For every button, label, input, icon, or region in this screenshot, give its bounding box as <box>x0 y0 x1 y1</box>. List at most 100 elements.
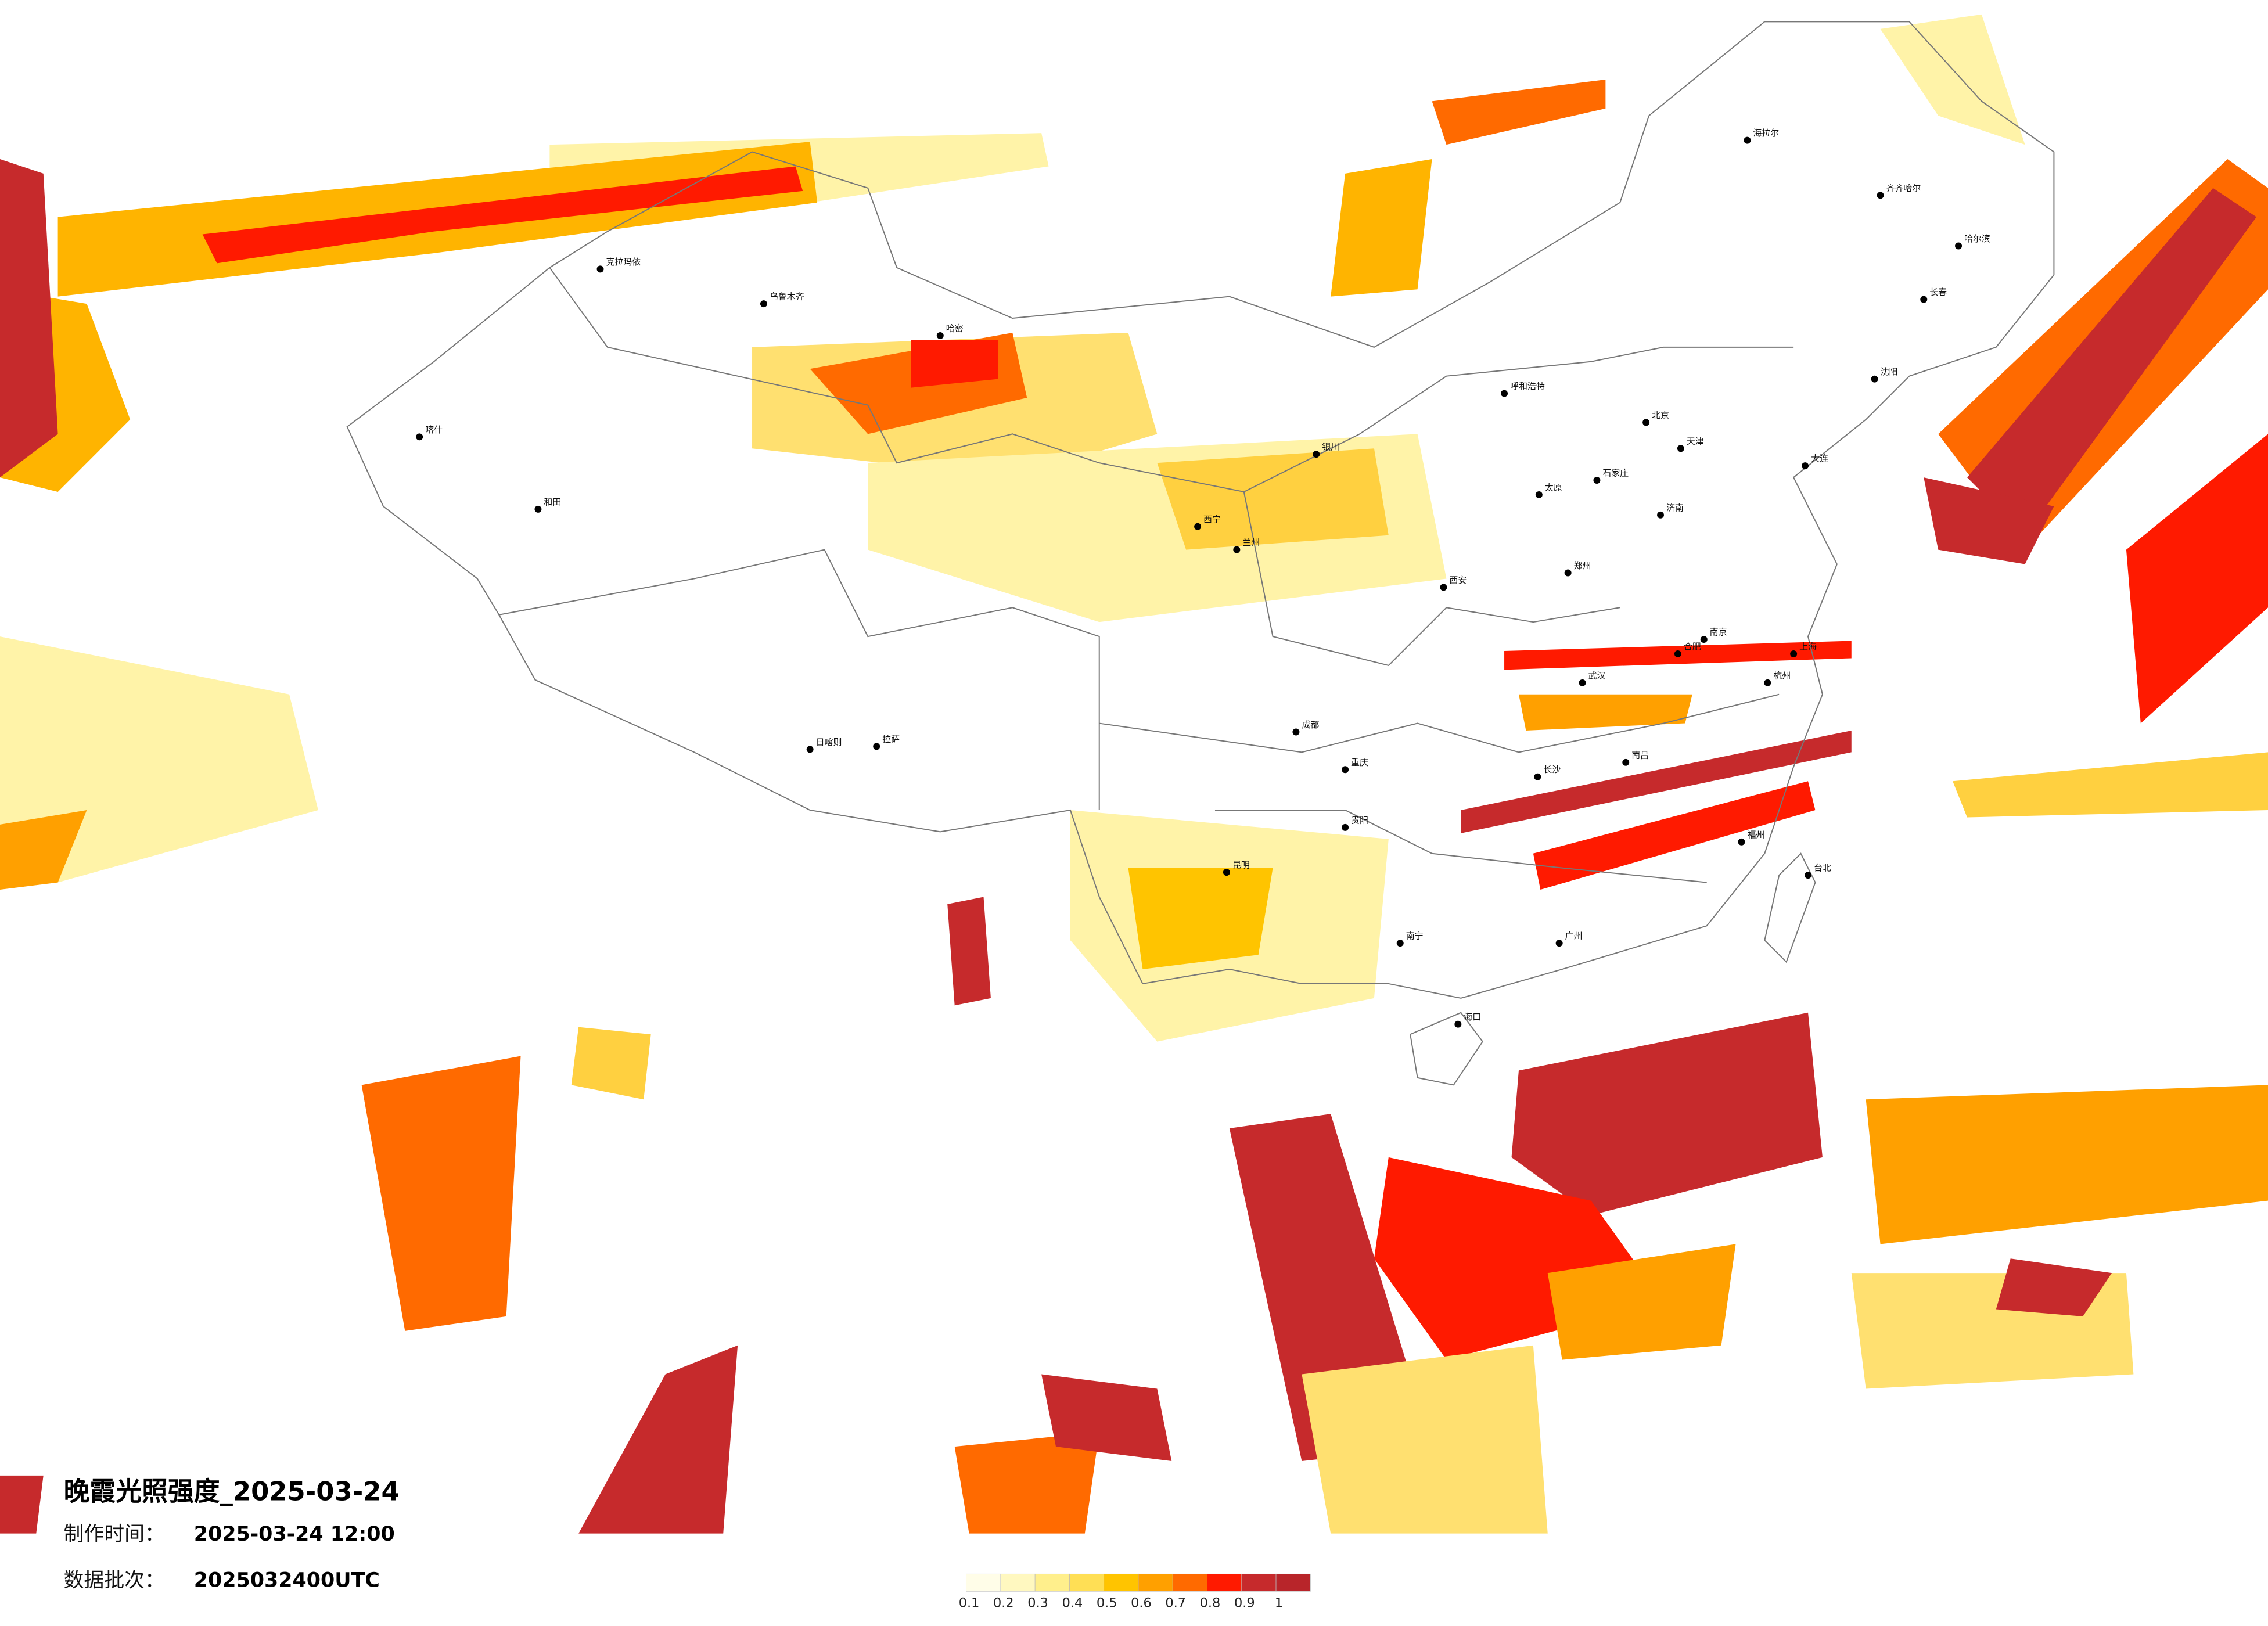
city-label: 海拉尔 <box>1753 128 1779 138</box>
city-dot <box>1871 375 1878 383</box>
heat-area <box>0 810 87 890</box>
legend-swatch <box>1138 1573 1173 1592</box>
heat-area <box>202 166 803 264</box>
city-dot <box>1622 758 1630 766</box>
city-label: 济南 <box>1666 502 1684 513</box>
legend-swatch <box>1000 1573 1036 1592</box>
city-dot <box>1764 679 1771 686</box>
heat-area <box>578 1345 738 1534</box>
city-label: 长沙 <box>1543 764 1561 775</box>
city-label: 广州 <box>1565 931 1583 941</box>
city-label: 哈尔滨 <box>1964 233 1990 244</box>
city-dot <box>1454 1020 1462 1028</box>
city-dot <box>416 433 423 441</box>
legend: 0.1 0.2 0.3 0.4 0.5 0.6 0.7 0.8 0.9 1 <box>959 1573 1311 1611</box>
heat-area <box>0 1475 44 1534</box>
city-label: 南京 <box>1710 627 1727 638</box>
made-time: 2025-03-24 12:00 <box>194 1523 395 1546</box>
city-label: 福州 <box>1747 829 1764 840</box>
city-dot <box>596 265 604 273</box>
city-label: 杭州 <box>1773 670 1791 681</box>
city-label: 海口 <box>1464 1012 1481 1022</box>
city-label: 拉萨 <box>882 734 900 744</box>
heat-area <box>1461 731 1852 833</box>
city-label: 喀什 <box>425 425 443 435</box>
legend-swatch <box>1104 1573 1139 1592</box>
city-dot <box>1877 192 1884 199</box>
city-label: 哈密 <box>946 323 964 333</box>
legend-swatch <box>966 1573 1001 1592</box>
heat-area <box>1302 1345 1548 1534</box>
city-dot <box>1700 636 1708 643</box>
heat-area <box>1157 448 1389 550</box>
city-dot <box>1593 477 1601 484</box>
city-dot <box>1802 462 1809 470</box>
country-outline <box>346 21 2055 999</box>
city-label: 成都 <box>1302 720 1319 730</box>
province-border <box>1214 810 1707 883</box>
heat-areas <box>0 14 2268 1534</box>
city-dot <box>1223 869 1230 876</box>
heat-area <box>361 1056 521 1331</box>
city-label: 上海 <box>1799 642 1817 652</box>
city-label: 西安 <box>1449 575 1467 585</box>
heat-area <box>911 340 998 388</box>
city-label: 银川 <box>1322 442 1339 452</box>
city-dot <box>1738 838 1745 846</box>
city-label: 大连 <box>1811 454 1828 464</box>
heat-area <box>947 897 991 1006</box>
city-dot <box>1440 584 1447 591</box>
island-outline <box>1764 852 1816 963</box>
city-dot <box>1920 296 1928 303</box>
city-dot <box>1194 523 1202 530</box>
province-border <box>1243 491 1620 667</box>
legend-swatch <box>1034 1573 1070 1592</box>
city-label: 石家庄 <box>1602 468 1629 479</box>
city-label: 武汉 <box>1588 670 1605 681</box>
island-outline <box>1410 1012 1483 1086</box>
city-dot <box>1642 419 1650 426</box>
city-label: 南宁 <box>1406 931 1424 941</box>
heat-area <box>571 1027 651 1100</box>
city-dot <box>1534 773 1541 780</box>
city-dot <box>1790 650 1798 657</box>
title: 晚霞光照强度_2025-03-24 <box>64 1476 400 1506</box>
heat-area <box>1866 1085 2268 1244</box>
city-dot <box>1342 823 1349 831</box>
legend-label: 0.4 <box>1062 1596 1083 1611</box>
city-dot <box>1805 872 1812 879</box>
city-label: 兰州 <box>1242 537 1260 548</box>
borders <box>346 21 2055 1086</box>
city-dot <box>936 332 944 339</box>
heat-area <box>1432 80 1606 145</box>
city-label: 合肥 <box>1684 642 1701 652</box>
heat-area <box>1953 752 2268 818</box>
city-dot <box>1555 940 1563 947</box>
legend-label: 0.9 <box>1234 1596 1255 1611</box>
batch: 2025032400UTC <box>194 1569 380 1592</box>
batch-label: 数据批次： <box>64 1569 165 1592</box>
province-border <box>549 267 1100 464</box>
legend-label: 0.1 <box>959 1596 980 1611</box>
city-label: 齐齐哈尔 <box>1886 183 1921 193</box>
city-label: 北京 <box>1652 410 1669 420</box>
city-label: 台北 <box>1814 863 1831 873</box>
legend-label: 0.7 <box>1165 1596 1186 1611</box>
city-dot <box>1657 511 1664 519</box>
city-label: 贵阳 <box>1351 815 1368 825</box>
province-border <box>1099 693 1780 753</box>
city-dot <box>806 746 814 753</box>
heat-area <box>0 159 58 478</box>
city-dot <box>1292 728 1300 736</box>
city-dot <box>1233 546 1241 553</box>
city-dot <box>1396 940 1404 947</box>
heat-area <box>2126 434 2268 724</box>
city-label: 呼和浩特 <box>1510 381 1545 391</box>
city-dot <box>760 300 767 308</box>
heat-area <box>1128 868 1273 970</box>
city-label: 太原 <box>1545 482 1562 492</box>
heat-area <box>1996 1258 2112 1316</box>
